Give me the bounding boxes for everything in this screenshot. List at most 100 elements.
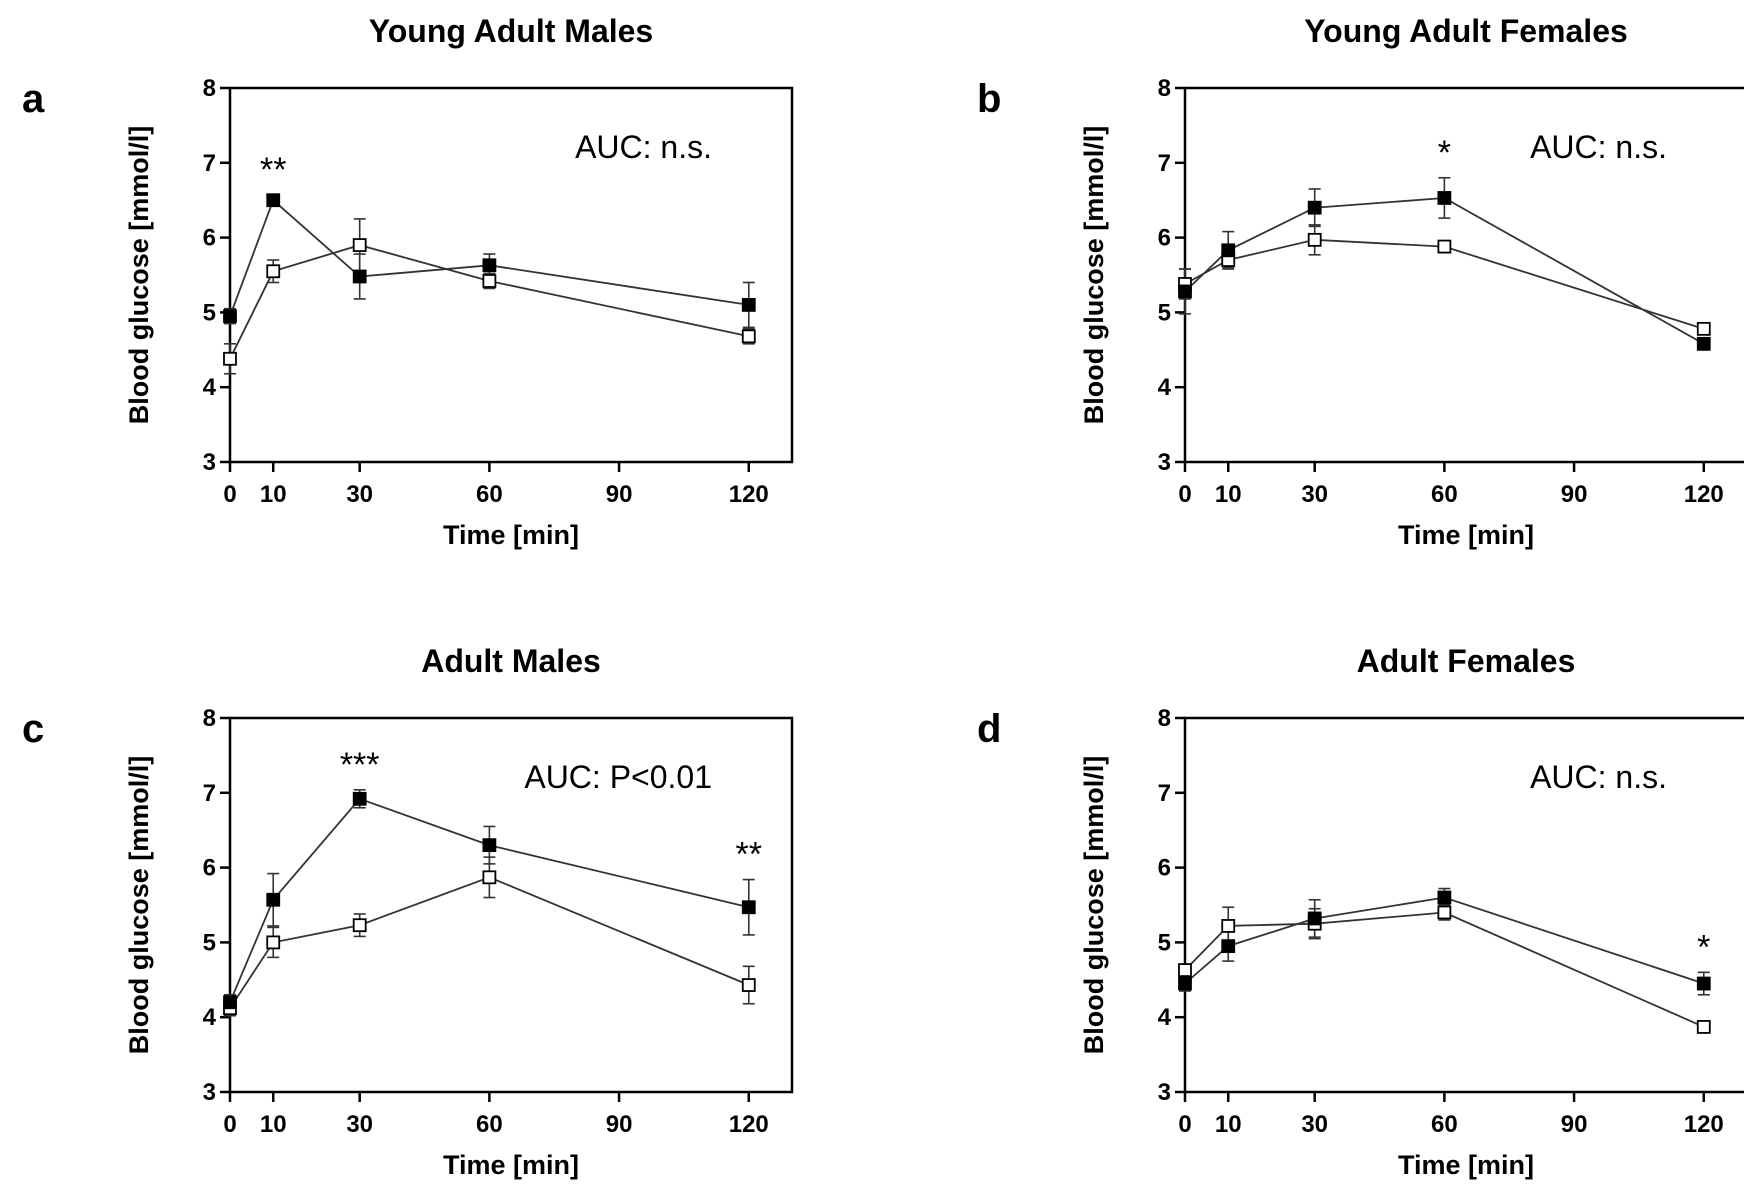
series-line (1184, 911, 1705, 1028)
auc-annotation: AUC: n.s. (1530, 129, 1667, 165)
data-point-open (1178, 963, 1192, 977)
data-point-filled (741, 298, 756, 312)
y-axis-label: Blood glucose [mmol/l] (1079, 126, 1109, 425)
y-tick-label: 7 (1158, 150, 1171, 177)
x-tick-label: 60 (476, 481, 503, 508)
data-point-open (266, 264, 281, 279)
y-axis-label: Blood glucose [mmol/l] (1079, 756, 1109, 1055)
x-tick-label: 90 (606, 481, 633, 508)
chart-title: Adult Males (421, 643, 601, 679)
data-point-filled (482, 258, 497, 273)
panel-letter: a (22, 77, 45, 121)
data-point-open (1437, 905, 1452, 920)
y-tick-label: 4 (1158, 374, 1172, 401)
data-point-open (223, 351, 237, 366)
y-tick-label: 5 (1158, 299, 1171, 326)
x-tick-label: 90 (1561, 481, 1588, 508)
data-point-filled (1307, 911, 1322, 926)
x-axis-label: Time [min] (1398, 1150, 1534, 1180)
y-tick-label: 3 (203, 1079, 216, 1106)
y-tick-label: 4 (1158, 1004, 1172, 1031)
plot-frame (1183, 716, 1744, 1094)
data-point-open (1221, 919, 1236, 933)
x-tick-label: 90 (606, 1111, 633, 1138)
data-point-open (266, 935, 281, 950)
x-tick-label: 120 (1684, 1111, 1724, 1138)
panel-letter: b (977, 77, 1001, 121)
series-line (1184, 197, 1705, 345)
data-point-filled (352, 791, 367, 806)
x-tick-label: 0 (223, 481, 236, 508)
significance-marker: * (1697, 928, 1710, 966)
data-point-filled (1221, 243, 1236, 258)
data-point-filled (482, 838, 497, 853)
y-tick-label: 8 (1158, 75, 1171, 102)
y-tick-label: 4 (203, 374, 217, 401)
data-point-filled (1307, 200, 1322, 215)
significance-marker: *** (340, 746, 380, 784)
data-point-open (741, 978, 756, 992)
x-axis-label: Time [min] (1398, 520, 1534, 550)
x-tick-label: 10 (1215, 1111, 1242, 1138)
x-tick-label: 0 (1178, 1111, 1191, 1138)
x-tick-label: 120 (729, 481, 769, 508)
x-tick-label: 30 (346, 1111, 373, 1138)
data-point-open (352, 238, 367, 252)
plot-frame (228, 86, 794, 464)
data-point-filled (1696, 336, 1711, 351)
data-point-filled (223, 995, 237, 1010)
x-axis-label: Time [min] (443, 520, 579, 550)
x-tick-label: 0 (1178, 481, 1191, 508)
y-tick-label: 5 (203, 299, 216, 326)
significance-marker: ** (260, 151, 286, 189)
chart-panel-c: c Adult Males 3 4 5 6 7 8 0 10 30 60 90 120 Time [min]… (22, 643, 794, 1180)
data-point-filled (352, 269, 367, 284)
x-axis-label: Time [min] (443, 1150, 579, 1180)
data-point-open (1307, 232, 1322, 247)
plot-frame (228, 716, 794, 1094)
data-point-filled (1437, 191, 1452, 205)
x-tick-label: 10 (1215, 481, 1242, 508)
chart-panel-a: a Young Adult Males 3 4 5 6 7 8 0 10 30 60 90 120 Time… (22, 13, 794, 550)
data-point-open (741, 329, 756, 344)
y-tick-label: 5 (203, 929, 216, 956)
data-point-filled (266, 193, 281, 208)
data-point-open (1437, 239, 1452, 254)
y-tick-label: 8 (203, 705, 216, 732)
panel-letter: d (977, 707, 1001, 751)
data-point-filled (1696, 976, 1711, 991)
auc-annotation: AUC: P<0.01 (524, 759, 712, 795)
y-tick-label: 8 (1158, 705, 1171, 732)
x-tick-label: 30 (1301, 1111, 1328, 1138)
y-axis-label: Blood glucose [mmol/l] (124, 126, 154, 425)
x-tick-label: 120 (729, 1111, 769, 1138)
data-point-filled (223, 309, 237, 324)
data-point-filled (1178, 976, 1192, 991)
x-tick-label: 60 (476, 1111, 503, 1138)
y-tick-label: 6 (1158, 855, 1171, 882)
x-tick-label: 30 (346, 481, 373, 508)
panel-letter: c (22, 707, 44, 751)
data-point-filled (1221, 939, 1236, 954)
x-tick-label: 30 (1301, 481, 1328, 508)
y-tick-label: 5 (1158, 929, 1171, 956)
data-point-filled (1437, 890, 1452, 905)
y-tick-label: 4 (203, 1004, 217, 1031)
data-point-filled (266, 892, 281, 907)
x-tick-label: 120 (1684, 481, 1724, 508)
auc-annotation: AUC: n.s. (575, 129, 712, 165)
y-tick-label: 3 (1158, 449, 1171, 476)
data-point-open (1696, 321, 1711, 336)
chart-title: Young Adult Males (369, 13, 653, 49)
x-tick-label: 10 (260, 481, 287, 508)
y-axis-label: Blood glucose [mmol/l] (124, 756, 154, 1055)
y-tick-label: 3 (203, 449, 216, 476)
x-tick-label: 60 (1431, 481, 1458, 508)
y-tick-label: 3 (1158, 1079, 1171, 1106)
y-tick-label: 7 (1158, 780, 1171, 807)
data-point-open (1696, 1020, 1711, 1034)
data-point-open (482, 274, 497, 288)
x-tick-label: 60 (1431, 1111, 1458, 1138)
